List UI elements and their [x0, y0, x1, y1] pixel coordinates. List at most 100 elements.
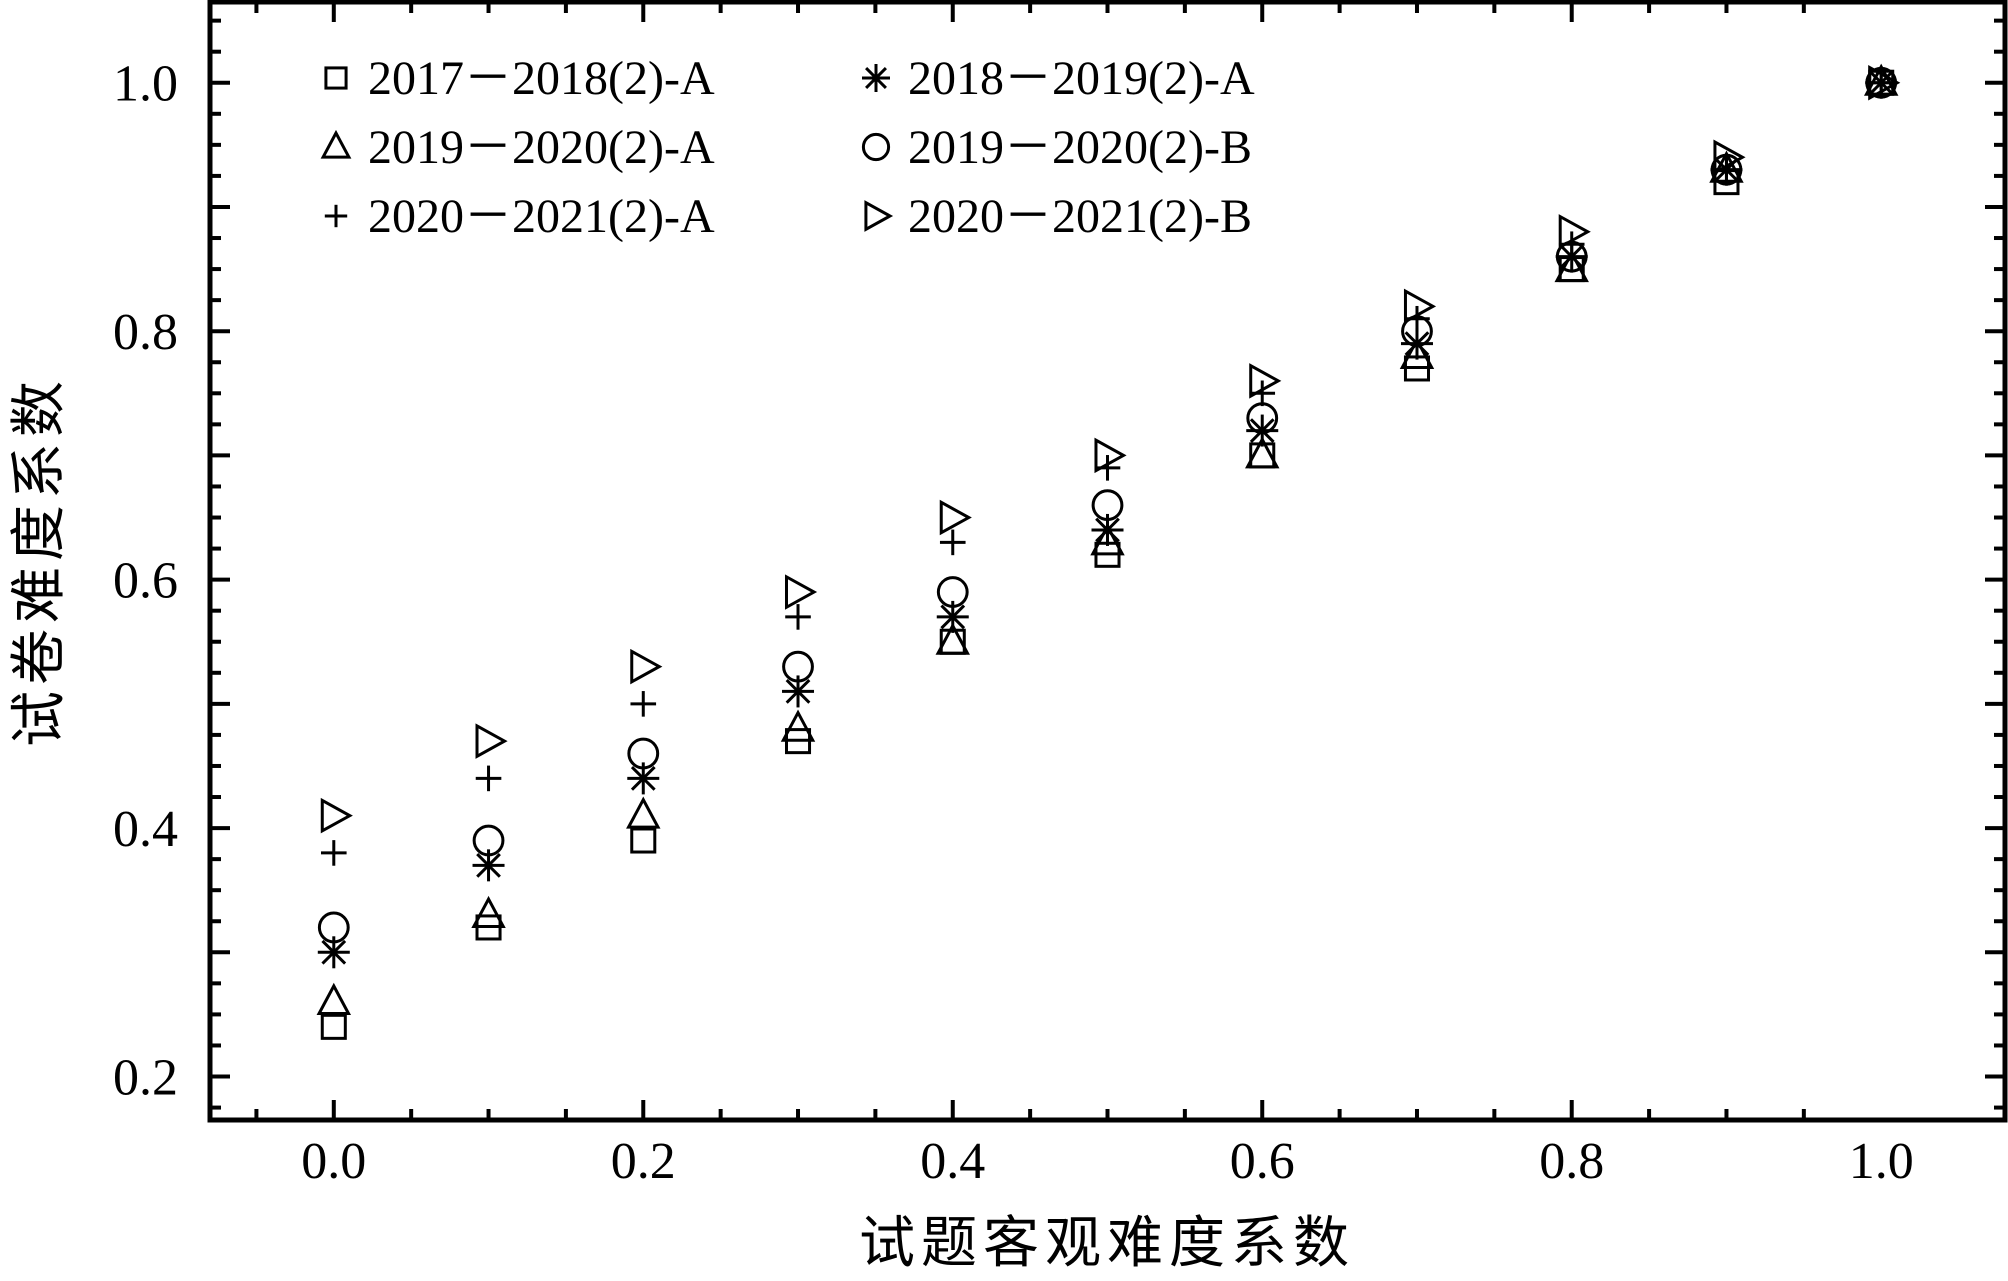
legend-label: 2018－2019(2)-A	[908, 52, 1255, 105]
circle-marker	[472, 824, 505, 857]
plus-marker	[785, 604, 811, 630]
triangle-up-marker	[1090, 523, 1125, 556]
star-marker	[782, 675, 815, 708]
triangle-up-shape	[320, 129, 352, 159]
x-axis-title: 试题客观难度系数	[859, 1213, 1355, 1275]
plus-marker	[939, 529, 966, 556]
square-marker	[630, 827, 657, 854]
triangle-up-shape	[1245, 436, 1280, 469]
triangle-up-marker	[320, 129, 352, 159]
triangle-right-shape	[1403, 288, 1437, 325]
y-tick-label: 0.8	[113, 304, 178, 361]
circle-marker	[627, 737, 660, 770]
triangle-right-shape	[1249, 363, 1282, 399]
legend-item: 2019－2020(2)-B	[861, 121, 1252, 174]
circle-shape	[627, 737, 660, 770]
legend-item: 2020－2021(2)-A	[324, 190, 715, 243]
triangle-right-marker	[475, 723, 508, 759]
y-tick-label: 1.0	[113, 56, 178, 113]
legend-item: 2018－2019(2)-A	[862, 52, 1255, 105]
star-arm	[940, 604, 966, 630]
legend-label: 2019－2020(2)-B	[908, 121, 1252, 174]
triangle-up-shape	[471, 895, 506, 929]
triangle-right-marker	[864, 200, 894, 232]
circle-shape	[317, 911, 350, 944]
triangle-up-marker	[1399, 336, 1435, 370]
square-shape	[320, 1013, 347, 1040]
square-shape	[630, 827, 657, 854]
triangle-right-marker	[1249, 363, 1282, 399]
star-arm	[865, 67, 887, 89]
x-tick-label: 0.0	[301, 1133, 366, 1190]
triangle-right-marker	[1558, 214, 1591, 250]
x-tick-label: 1.0	[1849, 1133, 1914, 1190]
star-marker	[1400, 327, 1433, 360]
y-axis: 0.2 0.4 0.6 0.8 1.0	[113, 18, 2005, 1110]
triangle-right-shape	[475, 723, 508, 759]
triangle-right-shape	[1868, 65, 1901, 101]
series-points	[320, 69, 1895, 866]
circle-marker	[861, 132, 891, 162]
triangle-up-shape	[935, 622, 970, 655]
series-points	[317, 66, 1898, 944]
triangle-up-marker	[626, 796, 661, 829]
square-marker	[320, 1013, 347, 1040]
circle-shape	[936, 576, 969, 608]
circle-shape	[1710, 153, 1743, 186]
triangle-up-shape	[1090, 523, 1125, 556]
x-tick-label: 0.6	[1230, 1133, 1295, 1190]
legend-label: 2019－2020(2)-A	[368, 121, 715, 174]
y-tick-label: 0.4	[113, 801, 178, 858]
triangle-up-marker	[471, 895, 506, 929]
legend-item: 2020－2021(2)-B	[864, 190, 1252, 243]
x-tick-label: 0.2	[611, 1133, 676, 1190]
star-marker	[862, 64, 890, 92]
triangle-right-shape	[1713, 139, 1746, 176]
y-axis-title: 试卷难度系数	[9, 375, 71, 747]
circle-marker	[1710, 153, 1743, 186]
triangle-right-shape	[320, 797, 353, 834]
x-tick-label: 0.8	[1539, 1133, 1604, 1190]
triangle-right-shape	[630, 648, 663, 685]
x-axis: 0.0 0.2 0.4 0.6 0.8 1.0	[254, 2, 1914, 1190]
star-arm	[630, 766, 656, 791]
triangle-right-shape	[1558, 214, 1591, 250]
triangle-up-marker	[1554, 249, 1589, 283]
triangle-right-shape	[784, 574, 818, 610]
triangle-up-marker	[935, 622, 970, 655]
triangle-right-marker	[630, 648, 663, 685]
circle-marker	[936, 576, 969, 608]
y-tick-label: 0.6	[113, 553, 178, 610]
circle-shape	[861, 132, 891, 162]
legend-label: 2020－2021(2)-B	[908, 190, 1252, 243]
triangle-right-shape	[939, 499, 972, 536]
triangle-right-marker	[320, 797, 353, 834]
circle-shape	[1091, 489, 1124, 522]
triangle-up-shape	[316, 982, 352, 1016]
triangle-up-marker	[780, 709, 816, 742]
x-tick-label: 0.4	[920, 1133, 985, 1190]
triangle-up-shape	[1399, 336, 1435, 370]
triangle-up-marker	[1245, 436, 1280, 469]
circle-marker	[317, 911, 350, 944]
plus-marker	[630, 691, 657, 717]
star-arm	[476, 852, 501, 878]
triangle-right-marker	[784, 574, 818, 610]
triangle-right-marker	[1713, 139, 1746, 176]
y-tick-label: 0.2	[113, 1050, 178, 1107]
triangle-right-marker	[1094, 437, 1127, 474]
triangle-right-marker	[1403, 288, 1437, 325]
legend: 2017－2018(2)-A 2018－2019(2)-A 2019－2020(2)…	[320, 52, 1255, 243]
star-arm	[785, 679, 811, 704]
square-shape	[324, 66, 348, 90]
triangle-right-marker	[1868, 65, 1901, 101]
legend-label: 2017－2018(2)-A	[368, 52, 715, 105]
plus-marker	[475, 765, 502, 792]
triangle-right-marker	[939, 499, 972, 536]
circle-marker	[782, 650, 814, 683]
star-arm	[321, 939, 347, 965]
star-marker	[472, 849, 505, 882]
star-arm	[1249, 418, 1275, 443]
